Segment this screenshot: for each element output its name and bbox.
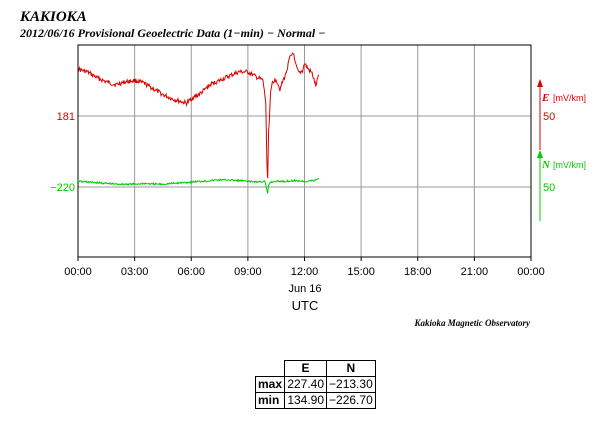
n-scale-arrow-icon [537, 150, 543, 158]
stats-table: E N max 227.40 −213.30 min 134.90 −226.7… [254, 360, 376, 409]
stats-col-e: E [284, 360, 328, 377]
x-axis-label: UTC [292, 298, 319, 313]
n-scale-value: 50 [543, 182, 555, 194]
e-axis-title: E [541, 92, 549, 104]
e-scale-value: 50 [543, 111, 555, 123]
grid-lines [78, 45, 531, 257]
stats-row-max: max 227.40 −213.30 [254, 376, 376, 393]
n-axis-unit: [mV/km] [553, 160, 586, 170]
stats-header-row: E N [254, 360, 376, 377]
stats-max-label: max [254, 376, 286, 393]
stats-max-e: 227.40 [284, 376, 328, 393]
series-line-n [77, 178, 319, 194]
stats-min-n: −226.70 [326, 392, 376, 409]
x-tick-label: 00:00 [517, 266, 545, 278]
x-tick-label: 03:00 [121, 266, 149, 278]
x-tick-label: 09:00 [234, 266, 262, 278]
x-tick-label: 06:00 [177, 266, 205, 278]
series-line-e [77, 52, 320, 179]
stats-corner [254, 360, 286, 377]
stats-max-n: −213.30 [326, 376, 376, 393]
chart-subtitle: 2012/06/16 Provisional Geoelectric Data … [19, 26, 325, 40]
geoelectric-chart: KAKIOKA 2012/06/16 Provisional Geoelectr… [19, 9, 586, 328]
n-reference-tick: −220 [50, 182, 75, 194]
stats-col-n: N [326, 360, 376, 377]
data-series [77, 52, 320, 194]
station-title: KAKIOKA [19, 9, 87, 25]
e-scale-arrow-icon [537, 79, 543, 87]
x-tick-labels: 00:00 03:00 06:00 09:00 12:00 15:00 18:00 21:00… [64, 257, 545, 278]
x-tick-label: 18:00 [404, 266, 432, 278]
x-tick-label: 15:00 [347, 266, 375, 278]
stats-min-e: 134.90 [284, 392, 328, 409]
stats-min-label: min [254, 392, 286, 409]
e-axis-unit: [mV/km] [553, 93, 586, 103]
x-tick-label: 00:00 [64, 266, 92, 278]
x-tick-label: 21:00 [461, 266, 489, 278]
date-label: Jun 16 [288, 283, 321, 295]
n-axis-title: N [541, 159, 551, 171]
x-tick-label: 12:00 [291, 266, 319, 278]
stats-row-min: min 134.90 −226.70 [254, 392, 376, 409]
observatory-credit: Kakioka Magnetic Observatory [414, 318, 531, 328]
e-reference-tick: 181 [57, 111, 75, 123]
